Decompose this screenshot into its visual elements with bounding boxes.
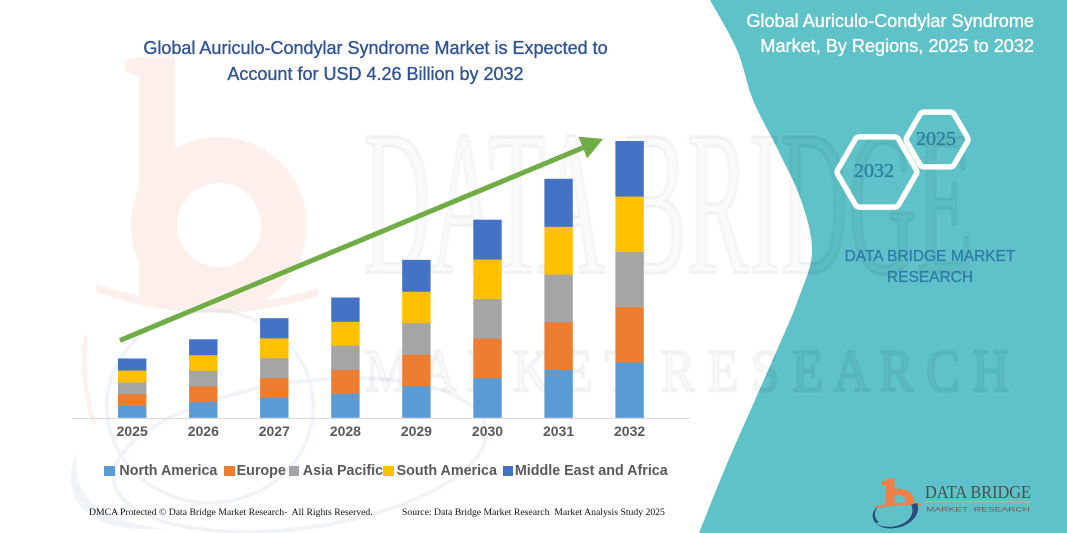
svg-text:DATA BRIDGE: DATA BRIDGE: [925, 482, 1031, 502]
svg-text:MARKET RESEARCH: MARKET RESEARCH: [926, 507, 1031, 514]
